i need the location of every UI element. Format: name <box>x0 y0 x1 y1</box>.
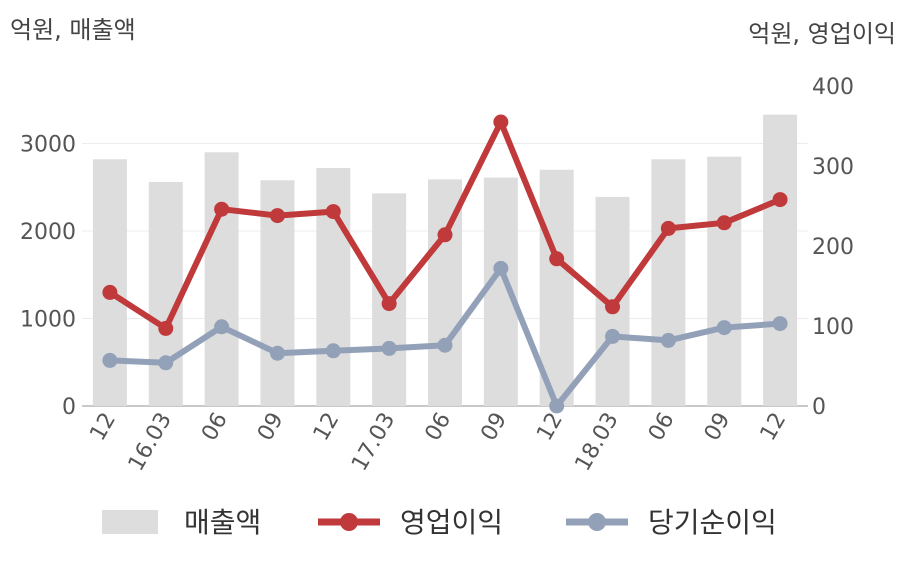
line-point <box>605 328 621 344</box>
line-point <box>660 332 676 348</box>
right-tick-label: 400 <box>812 75 854 100</box>
bar <box>316 168 351 406</box>
line-point <box>660 220 676 236</box>
line-series <box>102 114 788 414</box>
line-point <box>772 192 788 208</box>
line-point <box>437 337 453 353</box>
right-tick-label: 200 <box>812 235 854 260</box>
x-tick-label: 06 <box>421 409 457 446</box>
bar <box>92 159 127 406</box>
x-tick-label: 12 <box>532 409 568 446</box>
x-tick-label: 06 <box>197 409 233 446</box>
line-series-group <box>102 260 788 414</box>
legend: 매출액 영업이익 당기순이익 <box>102 506 777 539</box>
bar <box>763 114 798 406</box>
x-tick-label: 16.03 <box>124 409 177 476</box>
line-point <box>102 284 118 300</box>
line-point <box>381 296 397 312</box>
line-point <box>437 227 453 243</box>
legend-label: 매출액 <box>184 506 261 539</box>
line-point <box>214 319 230 335</box>
line-point <box>605 299 621 315</box>
right-axis-unit: 억원, 영업이익 <box>748 20 896 48</box>
legend-label: 당기순이익 <box>648 506 777 539</box>
line-point <box>549 251 565 267</box>
x-tick-label: 09 <box>476 409 512 446</box>
line-point <box>716 215 732 231</box>
line-point <box>269 345 285 361</box>
legend-swatch-marker <box>340 513 358 531</box>
legend-swatch-marker <box>588 513 606 531</box>
x-axis-ticks: 12 16.03 06 09 12 17.03 06 09 12 18.03 06 09 12 <box>85 409 791 476</box>
line-point <box>325 343 341 359</box>
legend-swatch-bar <box>102 510 158 534</box>
line-point <box>269 208 285 224</box>
line-point <box>325 204 341 220</box>
x-tick-label: 12 <box>85 409 121 446</box>
bar <box>651 159 686 406</box>
bar <box>148 182 183 406</box>
x-tick-label: 06 <box>644 409 680 446</box>
line-point <box>158 320 174 336</box>
line-point <box>716 320 732 336</box>
bar-series <box>92 114 798 406</box>
x-tick-label: 12 <box>309 409 345 446</box>
right-tick-label: 100 <box>812 315 854 340</box>
line-point <box>102 352 118 368</box>
line-point <box>214 201 230 217</box>
x-tick-label: 09 <box>700 409 736 446</box>
x-tick-label: 12 <box>756 409 792 446</box>
bar <box>539 169 574 406</box>
bar <box>707 156 742 406</box>
line-point <box>549 398 565 414</box>
right-tick-label: 0 <box>812 395 826 420</box>
left-tick-label: 2000 <box>20 220 76 245</box>
right-axis-ticks: 0 100 200 300 400 <box>812 75 854 420</box>
line-point <box>158 355 174 371</box>
line-point <box>772 316 788 332</box>
line-point <box>493 114 509 130</box>
right-tick-label: 300 <box>812 155 854 180</box>
left-axis-unit: 억원, 매출액 <box>10 16 136 44</box>
bar <box>204 152 239 406</box>
x-tick-label: 17.03 <box>347 409 400 476</box>
line-series-group <box>102 114 788 336</box>
left-tick-label: 1000 <box>20 308 76 333</box>
left-tick-label: 0 <box>62 395 76 420</box>
left-tick-label: 3000 <box>20 133 76 158</box>
line-point <box>493 260 509 276</box>
left-axis-ticks: 0 1000 2000 3000 <box>20 133 76 421</box>
legend-label: 영업이익 <box>400 506 503 539</box>
line-point <box>381 340 397 356</box>
x-tick-label: 18.03 <box>571 409 624 476</box>
x-tick-label: 09 <box>253 409 289 446</box>
